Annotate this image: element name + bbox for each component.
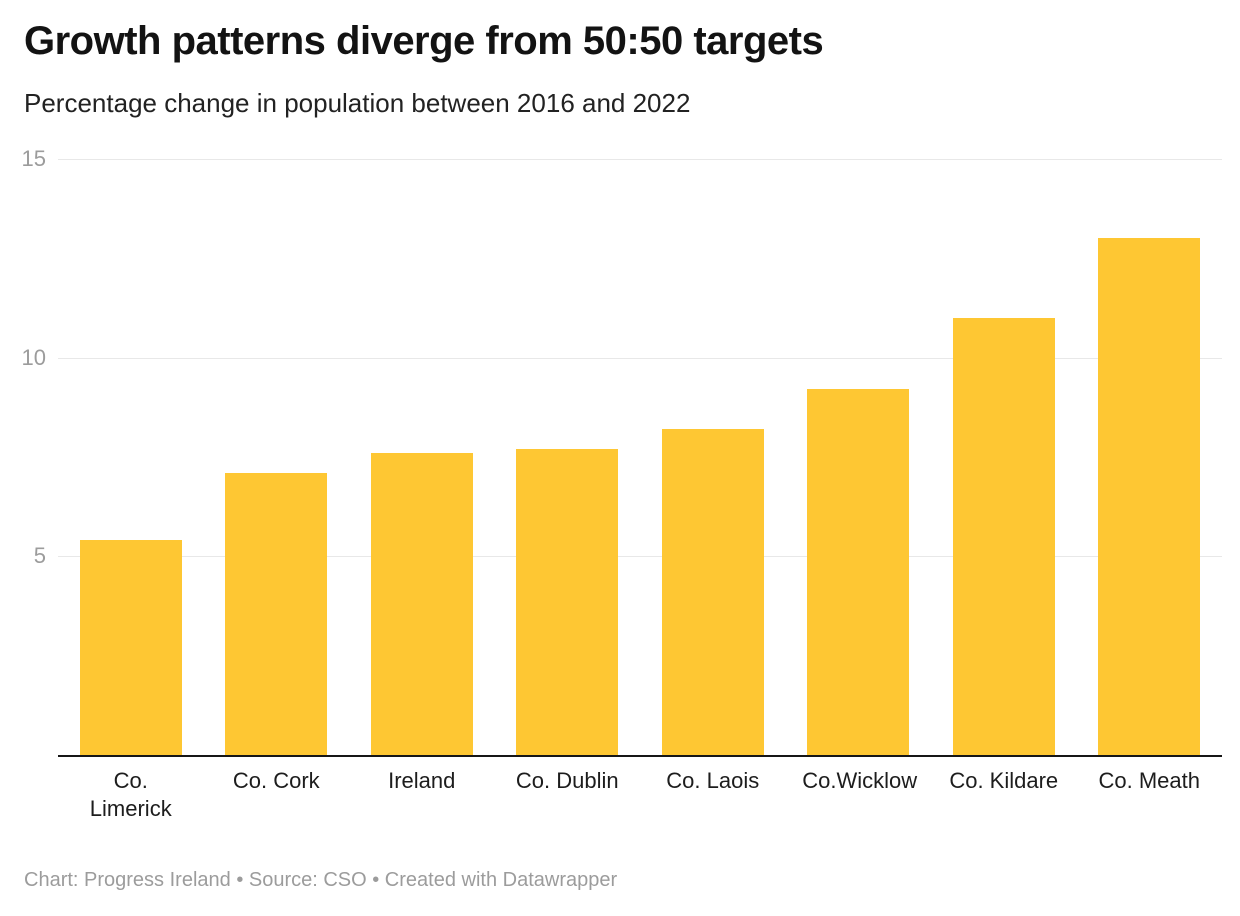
bar-co-cork[interactable] <box>225 472 328 755</box>
bar-co-kildare[interactable] <box>952 317 1055 755</box>
bar-co-meath[interactable] <box>1098 238 1201 755</box>
bar-co-laois[interactable] <box>661 429 764 755</box>
bar-co-limerick[interactable] <box>79 540 182 755</box>
plot-area: 5 10 15 <box>22 148 1222 757</box>
gridline-5 <box>58 556 1222 558</box>
bar-slot-co-limerick <box>58 159 204 755</box>
x-tick-label-co-laois: Co. Laois <box>666 768 760 793</box>
bar-slot-co-cork <box>204 159 350 755</box>
x-tick-cell-co-limerick: Co. Limerick <box>58 767 204 822</box>
y-tick-label-15: 15 <box>21 146 46 171</box>
x-tick-cell-co-meath: Co. Meath <box>1077 767 1223 822</box>
x-tick-cell-co-cork: Co. Cork <box>204 767 350 822</box>
gridline-10 <box>58 357 1222 359</box>
x-axis-labels: Co. Limerick Co. Cork Ireland Co. Dublin Co.… <box>58 767 1222 822</box>
chart-subtitle: Percentage change in population between … <box>24 88 691 118</box>
bar-co-wicklow[interactable] <box>807 389 910 755</box>
bars-container <box>58 159 1222 755</box>
x-tick-label-co-cork: Co. Cork <box>232 768 320 793</box>
x-tick-label-co-dublin: Co. Dublin <box>515 768 619 793</box>
x-tick-cell-co-wicklow: Co.Wicklow <box>786 767 932 822</box>
x-tick-cell-co-kildare: Co. Kildare <box>931 767 1077 822</box>
chart-title: Growth patterns diverge from 50:50 targe… <box>24 19 824 63</box>
x-tick-label-co-limerick: Co. Limerick <box>89 768 172 821</box>
x-tick-label-co-wicklow: Co.Wicklow <box>802 768 918 793</box>
x-tick-label-ireland: Ireland <box>388 768 456 793</box>
x-tick-cell-co-laois: Co. Laois <box>640 767 786 822</box>
bar-slot-co-wicklow <box>786 159 932 755</box>
bar-ireland[interactable] <box>370 453 473 755</box>
chart-footer: Chart: Progress Ireland • Source: CSO • … <box>24 869 618 891</box>
x-tick-cell-ireland: Ireland <box>349 767 495 822</box>
y-tick-label-10: 10 <box>21 344 46 370</box>
bar-slot-ireland <box>349 159 495 755</box>
bar-slot-co-meath <box>1077 159 1223 755</box>
bar-slot-co-laois <box>640 159 786 755</box>
bar-co-dublin[interactable] <box>516 449 619 755</box>
y-tick-label-5: 5 <box>33 543 46 569</box>
bar-slot-co-dublin <box>495 159 641 755</box>
x-tick-label-co-kildare: Co. Kildare <box>949 768 1059 793</box>
x-tick-label-co-meath: Co. Meath <box>1098 768 1201 793</box>
x-tick-cell-co-dublin: Co. Dublin <box>495 767 641 822</box>
gridline-15 <box>58 159 1222 160</box>
bar-slot-co-kildare <box>931 159 1077 755</box>
